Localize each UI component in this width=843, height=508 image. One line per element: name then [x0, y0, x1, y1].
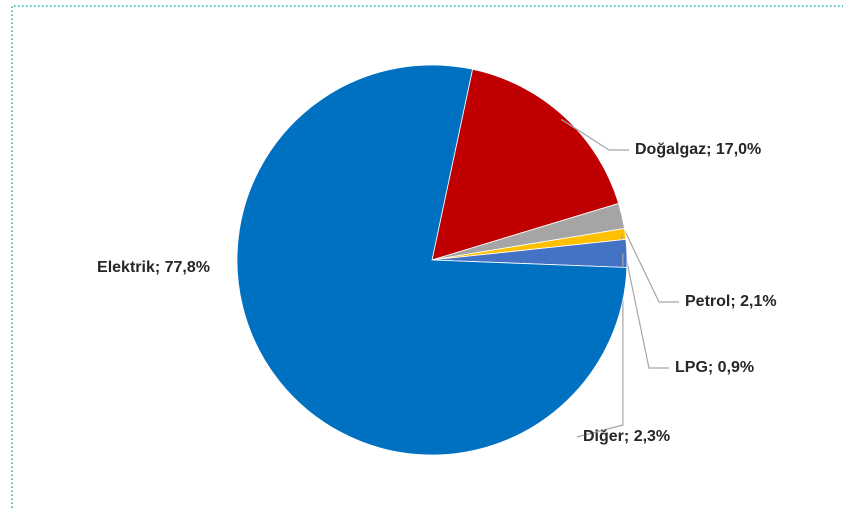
pie-slice [431, 68, 620, 261]
label-separator: ; [708, 359, 718, 376]
data-label: Petrol; 2,1% [685, 293, 777, 310]
data-label: Diğer; 2,3% [583, 428, 670, 445]
leader-line [560, 118, 629, 151]
leader-line [617, 216, 679, 303]
label-separator: ; [624, 428, 634, 445]
value-label: 17,0% [716, 141, 761, 158]
value-label: 2,3% [634, 428, 670, 445]
label-separator: ; [730, 293, 740, 310]
value-label: 2,1% [740, 293, 776, 310]
leader-line [576, 253, 624, 438]
value-label: 77,8% [165, 259, 210, 276]
data-label: Doğalgaz; 17,0% [635, 141, 761, 158]
label-separator: ; [706, 141, 716, 158]
category-label: LPG [675, 359, 708, 376]
pie-slice [236, 64, 628, 456]
frame [11, 5, 843, 508]
label-separator: ; [155, 259, 165, 276]
category-label: Elektrik [97, 259, 155, 276]
data-label: LPG; 0,9% [675, 359, 754, 376]
value-label: 0,9% [718, 359, 754, 376]
data-label: Elektrik; 77,8% [97, 259, 210, 276]
leader-line [620, 234, 669, 369]
category-label: Diğer [583, 428, 624, 445]
category-label: Petrol [685, 293, 730, 310]
category-label: Doğalgaz [635, 141, 706, 158]
